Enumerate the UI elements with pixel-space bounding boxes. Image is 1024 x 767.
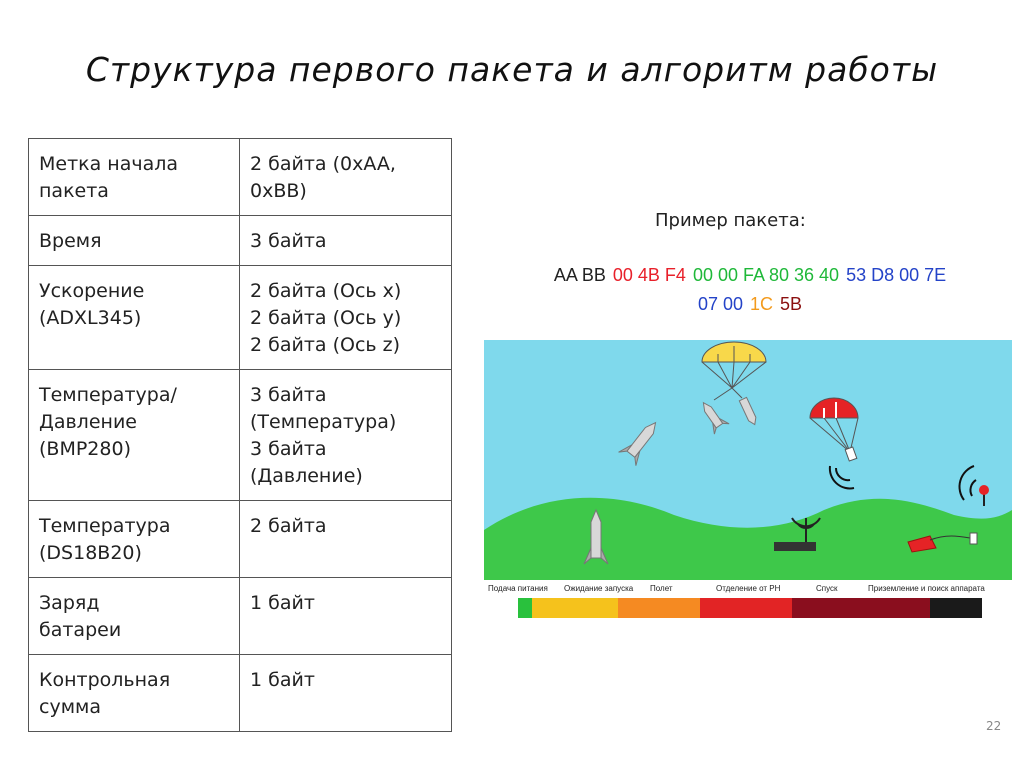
table-row: Температура/ Давление (BMP280) 3 байта (… bbox=[28, 369, 452, 501]
field-cell: Температура (DS18B20) bbox=[28, 500, 240, 578]
field-cell: Контрольная сумма bbox=[28, 654, 240, 732]
stage-labels: Подача питания Ожидание запуска Полет Отдел… bbox=[484, 584, 1012, 596]
packet-time-bytes: 00 4B F4 bbox=[612, 265, 686, 285]
table-row: Температура (DS18B20) 2 байта bbox=[28, 500, 452, 578]
size-cell: 2 байта (Ось x) 2 байта (Ось y) 2 байта … bbox=[239, 265, 452, 370]
page-number: 22 bbox=[986, 719, 1002, 733]
rocket-in-flight-icon bbox=[618, 421, 657, 466]
size-cell: 1 байт bbox=[239, 577, 452, 655]
ground-station-icon bbox=[774, 517, 821, 551]
table-row: Метка начала пакета 2 байта (0xAA, 0xBB) bbox=[28, 138, 452, 216]
yellow-parachute-icon bbox=[701, 341, 767, 401]
packet-accel-bytes: 00 00 FA 80 36 40 bbox=[692, 265, 840, 285]
size-cell: 1 байт bbox=[239, 654, 452, 732]
packet-checksum-byte: 5B bbox=[780, 294, 803, 314]
landed-payload-icon bbox=[907, 532, 978, 553]
stage-label: Подача питания bbox=[488, 584, 548, 593]
table-row: Контрольная сумма 1 байт bbox=[28, 654, 452, 732]
packet-header-bytes: AA BB bbox=[553, 265, 606, 285]
field-cell: Ускорение (ADXL345) bbox=[28, 265, 240, 370]
packet-example-title: Пример пакета: bbox=[655, 210, 806, 231]
stage-segment bbox=[518, 598, 532, 618]
size-cell: 2 байта bbox=[239, 500, 452, 578]
red-parachute-icon bbox=[809, 397, 859, 462]
packet-line-1: AA BB 00 4B F4 00 00 FA 80 36 40 53 D8 0… bbox=[486, 261, 1014, 290]
stage-label: Полет bbox=[650, 584, 673, 593]
table-row: Время 3 байта bbox=[28, 215, 452, 266]
beacon-antenna-icon bbox=[958, 465, 989, 506]
size-cell: 3 байта bbox=[239, 215, 452, 266]
ground-hills bbox=[484, 497, 1012, 580]
packet-ds18b20-bytes: 07 00 bbox=[697, 294, 743, 314]
stage-segment bbox=[930, 598, 982, 618]
packet-line-2: 07 00 1C 5B bbox=[486, 290, 1014, 319]
size-cell: 2 байта (0xAA, 0xBB) bbox=[239, 138, 452, 216]
rocket-on-pad-icon bbox=[583, 508, 609, 565]
slide-title: Структура первого пакета и алгоритм рабо… bbox=[85, 50, 939, 89]
radio-signal-icon bbox=[828, 465, 855, 490]
stage-segment bbox=[618, 598, 700, 618]
separated-stage-icon bbox=[702, 401, 730, 435]
stage-label: Ожидание запуска bbox=[564, 584, 634, 593]
stage-label: Спуск bbox=[816, 584, 838, 593]
field-cell: Заряд батареи bbox=[28, 577, 240, 655]
payload-capsule-icon bbox=[738, 396, 757, 426]
flight-scene-svg bbox=[484, 340, 1012, 618]
field-cell: Время bbox=[28, 215, 240, 266]
table-row: Ускорение (ADXL345) 2 байта (Ось x) 2 ба… bbox=[28, 265, 452, 370]
packet-structure-table: Метка начала пакета 2 байта (0xAA, 0xBB)… bbox=[28, 138, 452, 732]
stage-segment bbox=[700, 598, 792, 618]
stage-label-strip bbox=[484, 580, 1012, 598]
field-cell: Метка начала пакета bbox=[28, 138, 240, 216]
stage-color-bar bbox=[518, 598, 982, 618]
packet-example-bytes: AA BB 00 4B F4 00 00 FA 80 36 40 53 D8 0… bbox=[486, 261, 1014, 319]
stage-label: Приземление и поиск аппарата bbox=[868, 584, 985, 593]
field-cell: Температура/ Давление (BMP280) bbox=[28, 369, 240, 501]
packet-bmp-bytes: 53 D8 00 7E bbox=[846, 265, 947, 285]
stage-segment bbox=[532, 598, 618, 618]
size-cell: 3 байта (Температура) 3 байта (Давление) bbox=[239, 369, 452, 501]
table-row: Заряд батареи 1 байт bbox=[28, 577, 452, 655]
flight-algorithm-diagram: Подача питания Ожидание запуска Полет Отдел… bbox=[484, 340, 1012, 622]
stage-label: Отделение от РН bbox=[716, 584, 781, 593]
packet-battery-byte: 1C bbox=[750, 294, 774, 314]
stage-segment bbox=[792, 598, 930, 618]
